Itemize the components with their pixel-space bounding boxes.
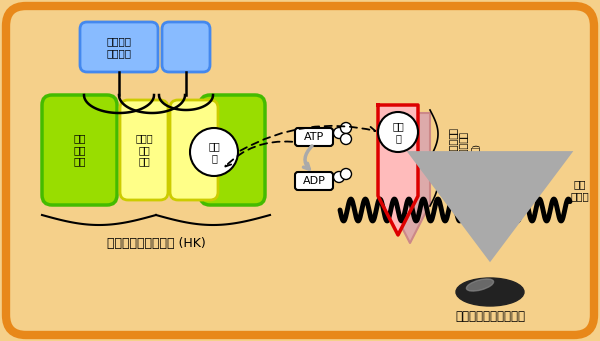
FancyBboxPatch shape [170,100,218,200]
FancyBboxPatch shape [295,128,333,146]
FancyBboxPatch shape [6,6,594,335]
Text: (アア): (アア) [470,144,479,162]
Text: センサー
ドメイン: センサー ドメイン [107,36,131,58]
Text: ADP: ADP [302,176,325,186]
Text: ヒスチジンキナーゼ (HK): ヒスチジンキナーゼ (HK) [107,237,205,250]
Circle shape [341,133,352,145]
Text: 対応タンパク質の発現: 対応タンパク質の発現 [455,310,525,323]
Text: リン
酸: リン 酸 [392,121,404,143]
Ellipse shape [466,279,494,291]
Text: 二量化
ドメ
イン: 二量化 ドメ イン [135,133,153,167]
Text: リン
酸: リン 酸 [208,141,220,163]
Polygon shape [378,105,418,235]
FancyBboxPatch shape [42,95,117,205]
Circle shape [334,128,344,138]
FancyBboxPatch shape [80,22,158,72]
Text: 対応
遥伝子: 対応 遥伝子 [571,179,589,201]
Ellipse shape [456,278,524,306]
Text: レギュレーター: レギュレーター [458,132,468,174]
Text: ATP: ATP [304,132,324,142]
FancyBboxPatch shape [200,95,265,205]
FancyBboxPatch shape [162,22,210,72]
Circle shape [190,128,238,176]
Text: レスポンス: レスポンス [448,128,458,158]
FancyBboxPatch shape [120,100,168,200]
Circle shape [341,122,352,133]
Circle shape [378,112,418,152]
FancyBboxPatch shape [295,172,333,190]
Text: 触媒
ドメ
イン: 触媒 ドメ イン [73,133,86,167]
Circle shape [341,168,352,179]
Circle shape [334,172,344,182]
Polygon shape [390,113,430,243]
